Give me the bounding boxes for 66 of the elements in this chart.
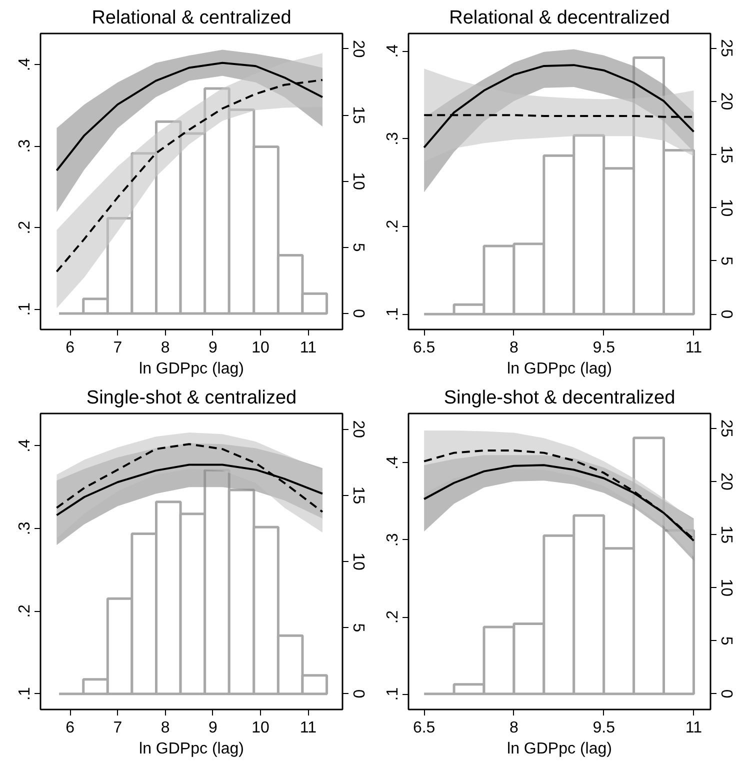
x-tick-label: 9 [208,340,218,356]
y-tick-label: .2 [384,220,402,234]
y-tick-label: .1 [16,687,34,700]
y2-tick-label: 15 [718,146,734,164]
y-tick-label: .2 [16,220,34,234]
x-axis-title: ln GDPpc (lag) [139,360,244,378]
chart-title: Relational & decentralized [449,8,670,28]
y2-tick-label: 0 [350,309,366,318]
y2-tick-label: 10 [718,198,734,217]
y2-tick-label: 10 [718,578,734,597]
x-tick-label: 10 [252,340,270,356]
chart-title: Single-shot & centralized [86,388,297,408]
x-tick-label: 8 [510,340,519,356]
y2-tick-label: 5 [718,256,734,266]
y2-tick-label: 0 [718,310,734,319]
y-tick-label: .4 [16,438,34,452]
x-tick-label: 11 [300,340,317,356]
x-tick-label: 10 [252,720,270,736]
y-tick-label: .1 [384,307,402,321]
x-tick-label: 6 [66,340,75,356]
x-tick-label: 7 [113,720,122,736]
x-tick-label: 8 [160,720,170,736]
y2-tick-label: 5 [718,636,734,646]
y-tick-label: .3 [16,139,34,153]
y2-tick-label: 15 [350,106,366,124]
y-tick-label: .4 [384,456,402,470]
y-tick-label: .1 [16,302,34,316]
x-tick-label: 11 [300,720,317,736]
x-tick-label: 8 [160,340,170,356]
x-tick-label: 9 [208,720,218,736]
chart-title: Single-shot & decentralized [444,388,676,408]
y2-tick-label: 20 [350,420,366,438]
y-tick-label: .3 [384,533,402,547]
y-tick-label: .3 [384,132,402,146]
y-tick-label: .2 [384,610,402,624]
y2-tick-label: 5 [350,623,366,632]
y-tick-label: .3 [16,522,34,536]
x-tick-label: 11 [685,340,702,356]
y2-tick-label: 10 [350,552,366,570]
y2-tick-label: 15 [350,486,366,504]
x-tick-label: 9.5 [592,720,616,736]
x-axis-title: ln GDPpc (lag) [507,360,612,378]
x-axis-title: ln GDPpc (lag) [139,740,244,758]
y2-tick-label: 5 [350,242,366,252]
y2-tick-label: 0 [350,689,366,698]
y-tick-label: .1 [384,687,402,701]
x-tick-label: 9.5 [592,340,616,356]
y2-tick-label: 25 [718,419,734,438]
y2-tick-label: 10 [350,172,366,190]
x-axis-title: ln GDPpc (lag) [507,740,612,758]
x-tick-label: 8 [510,720,519,736]
x-tick-label: 6 [66,720,75,736]
y2-tick-label: 25 [718,39,734,58]
y2-tick-label: 20 [718,472,734,490]
y2-tick-label: 0 [718,689,734,698]
y-tick-label: .2 [16,604,34,618]
y2-tick-label: 15 [718,526,734,544]
chart-title: Relational & centralized [92,8,292,28]
y-tick-label: .4 [16,58,34,72]
x-tick-label: 6.5 [412,720,436,736]
x-tick-label: 7 [113,340,122,356]
y2-tick-label: 20 [718,92,734,110]
x-tick-label: 11 [685,720,702,736]
y-tick-label: .4 [384,44,402,58]
x-tick-label: 6.5 [412,340,436,356]
y2-tick-label: 20 [350,40,366,58]
